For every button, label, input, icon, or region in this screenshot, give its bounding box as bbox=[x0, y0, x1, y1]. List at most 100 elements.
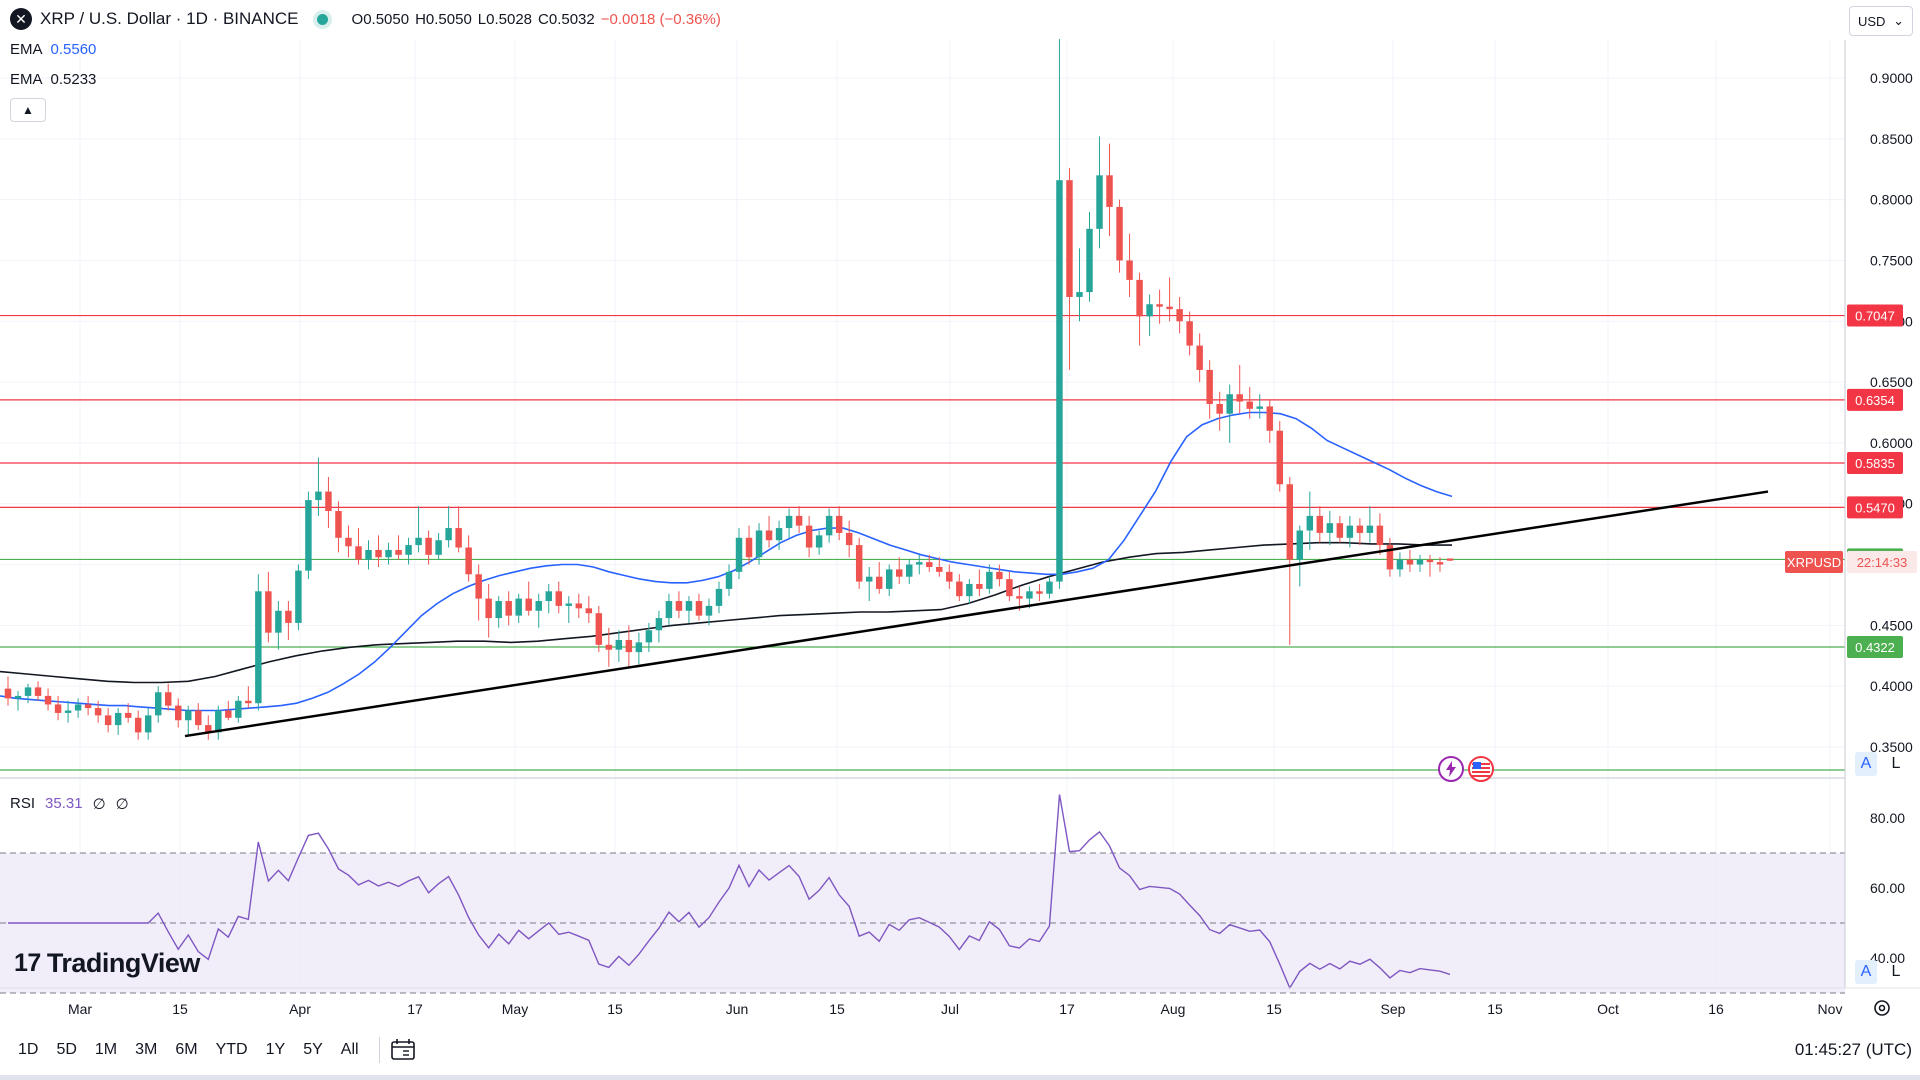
candle-body bbox=[325, 491, 332, 512]
candle-body bbox=[1056, 180, 1063, 582]
bottom-border bbox=[0, 1075, 1920, 1080]
time-tick-label: May bbox=[502, 1001, 528, 1017]
economic-event-icon[interactable] bbox=[1468, 756, 1494, 782]
ema-fast-value: 0.5560 bbox=[50, 41, 97, 58]
candle-body bbox=[1046, 581, 1053, 594]
price-tick-label: 0.7500 bbox=[1870, 252, 1913, 268]
candle-body bbox=[936, 566, 943, 572]
currency-select[interactable]: USD ⌄ bbox=[1849, 6, 1913, 36]
time-tick-label: Mar bbox=[68, 1001, 92, 1017]
range-button[interactable]: 1M bbox=[89, 1041, 123, 1059]
candle-body bbox=[1346, 525, 1354, 538]
candle-body bbox=[1006, 579, 1013, 597]
price-tick-label: 0.9000 bbox=[1870, 70, 1913, 86]
candle-body bbox=[745, 537, 753, 558]
gear-icon[interactable] bbox=[1871, 997, 1893, 1019]
time-tick-label: 15 bbox=[607, 1001, 623, 1017]
range-button[interactable]: YTD bbox=[210, 1041, 254, 1059]
candle-body bbox=[1406, 559, 1414, 565]
ema-fast-series bbox=[0, 411, 1453, 712]
candle-body bbox=[825, 515, 833, 536]
time-tick-label: Apr bbox=[289, 1001, 311, 1017]
candle-body bbox=[84, 704, 92, 709]
rsi-tick-label: 60.00 bbox=[1870, 880, 1905, 896]
candle-body bbox=[545, 591, 552, 602]
calendar-range-icon[interactable] bbox=[390, 1038, 416, 1062]
price-tick-label: 0.8500 bbox=[1870, 131, 1913, 147]
candle-body bbox=[315, 491, 322, 501]
candle-body bbox=[1316, 515, 1324, 533]
candle-body bbox=[164, 692, 172, 706]
candle-body bbox=[94, 708, 102, 716]
symbol-title[interactable]: XRP / U.S. Dollar · 1D · BINANCE bbox=[40, 9, 299, 28]
candle-body bbox=[755, 530, 763, 558]
ema-slow-legend[interactable]: EMA 0.5233 bbox=[10, 71, 96, 88]
range-button[interactable]: All bbox=[335, 1041, 365, 1059]
candle-body bbox=[215, 710, 222, 733]
candle-body bbox=[1336, 523, 1344, 538]
candle-body bbox=[495, 601, 502, 619]
ema-fast-line bbox=[0, 411, 1453, 712]
countdown-bg bbox=[1847, 551, 1917, 573]
candle-body bbox=[906, 564, 913, 577]
candle-body bbox=[1276, 430, 1283, 485]
time-tick-label: 15 bbox=[1266, 1001, 1282, 1017]
price-tick-label: 0.6000 bbox=[1870, 435, 1913, 451]
range-button[interactable]: 5Y bbox=[297, 1041, 329, 1059]
candle-body bbox=[1116, 206, 1123, 261]
candle-body bbox=[154, 692, 162, 716]
tradingview-logo[interactable]: 17 TradingView bbox=[14, 948, 200, 979]
candle-body bbox=[1376, 525, 1384, 546]
candle-body bbox=[1106, 175, 1113, 207]
candle-body bbox=[1036, 591, 1043, 594]
rsi-legend[interactable]: RSI 35.31 ∅ ∅ bbox=[10, 795, 129, 813]
candle-body bbox=[1326, 523, 1334, 533]
price-tick-label: 0.3500 bbox=[1870, 739, 1913, 755]
candle-body bbox=[1266, 406, 1273, 431]
lightning-icon bbox=[1446, 761, 1456, 777]
candle-body bbox=[1226, 394, 1233, 414]
candle-body bbox=[765, 530, 773, 541]
time-tick-label: 17 bbox=[1059, 1001, 1075, 1017]
rsi-auto-scale-button[interactable]: A bbox=[1855, 960, 1877, 984]
tradingview-mark-icon: 17 bbox=[14, 949, 41, 977]
ema-fast-legend[interactable]: EMA 0.5560 bbox=[10, 41, 96, 58]
candle-body bbox=[445, 528, 452, 541]
ema-slow-label: EMA bbox=[10, 71, 43, 88]
candle-body bbox=[1426, 559, 1434, 563]
candle-body bbox=[1206, 369, 1213, 404]
candle-body bbox=[1436, 562, 1444, 565]
candle-body bbox=[1246, 401, 1253, 409]
market-status-icon[interactable] bbox=[316, 13, 328, 25]
log-scale-button[interactable]: L bbox=[1891, 755, 1901, 772]
candle-body bbox=[805, 525, 813, 548]
candle-body bbox=[986, 571, 993, 589]
candle-body bbox=[375, 549, 382, 558]
change-value: −0.0018 (−0.36%) bbox=[600, 10, 721, 28]
collapse-legend-button[interactable]: ▲ bbox=[10, 98, 46, 122]
candle-body bbox=[1176, 309, 1183, 322]
rsi-log-scale-button[interactable]: L bbox=[1891, 963, 1901, 980]
range-button[interactable]: 6M bbox=[169, 1041, 203, 1059]
dividends-event-icon[interactable] bbox=[1438, 756, 1464, 782]
range-button[interactable]: 1Y bbox=[260, 1041, 292, 1059]
candle-body bbox=[44, 695, 52, 705]
candle-body bbox=[875, 576, 883, 589]
range-button[interactable]: 5D bbox=[50, 1041, 82, 1059]
rsi-line bbox=[8, 794, 1451, 990]
range-button[interactable]: 3M bbox=[129, 1041, 163, 1059]
candle-body bbox=[505, 601, 512, 616]
candle-body bbox=[385, 549, 392, 558]
candle-body bbox=[455, 528, 462, 548]
time-tick-label: 15 bbox=[829, 1001, 845, 1017]
auto-scale-button[interactable]: A bbox=[1855, 752, 1877, 776]
range-button[interactable]: 1D bbox=[12, 1041, 44, 1059]
resistance-badge-bg bbox=[1847, 451, 1903, 474]
candle-body bbox=[465, 547, 472, 575]
candle-body bbox=[425, 537, 432, 555]
candle-body bbox=[795, 515, 803, 526]
close-value: C0.5032 bbox=[538, 10, 595, 28]
candle-body bbox=[1386, 545, 1394, 570]
utc-clock[interactable]: 01:45:27 (UTC) bbox=[1794, 1040, 1912, 1059]
